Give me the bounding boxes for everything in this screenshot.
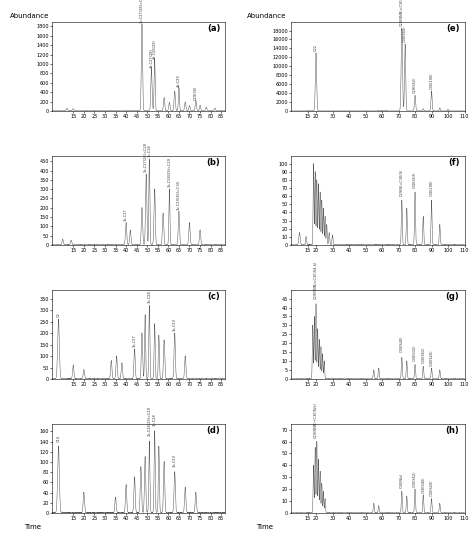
Text: 4a-C29: 4a-C29 <box>177 75 181 87</box>
Text: Abundance: Abundance <box>246 14 286 19</box>
Text: 3b-C29: 3b-C29 <box>173 318 177 331</box>
Text: 3b-C29: 3b-C29 <box>173 454 177 467</box>
Text: C14: C14 <box>56 435 61 442</box>
Text: 3b-C28: 3b-C28 <box>147 291 151 303</box>
Text: C29(S52): C29(S52) <box>413 77 417 93</box>
Text: C30(290): C30(290) <box>429 72 434 89</box>
Text: C30(S53): C30(S53) <box>413 172 417 188</box>
Text: C30(S40): C30(S40) <box>400 336 404 352</box>
Text: (e): (e) <box>446 24 459 33</box>
Text: C30(S20): C30(S20) <box>429 350 434 367</box>
Text: C30(S32): C30(S32) <box>413 345 417 361</box>
Text: C30(S52): C30(S52) <box>421 346 425 363</box>
Text: (g): (g) <box>446 292 459 301</box>
Text: C30(S20): C30(S20) <box>429 480 434 496</box>
Text: (a): (a) <box>207 24 220 33</box>
Text: 3b-C27(28)=C28(29): 3b-C27(28)=C28(29) <box>140 0 144 23</box>
Text: Abundance: Abundance <box>9 14 49 19</box>
Text: C2: C2 <box>56 312 61 317</box>
Text: C29(NNN)=C30(SSS): C29(NNN)=C30(SSS) <box>400 0 404 26</box>
Text: C30(S52): C30(S52) <box>413 470 417 487</box>
Text: (f): (f) <box>448 158 459 167</box>
Text: (h): (h) <box>446 427 459 435</box>
Text: C30(N/s): C30(N/s) <box>400 472 404 488</box>
Text: (d): (d) <box>207 427 220 435</box>
Text: C29(NNN)+C30(N/s): C29(NNN)+C30(N/s) <box>314 402 318 438</box>
Text: 4a-C28(29): 4a-C28(29) <box>153 39 156 59</box>
Text: 3b-C28(29)=C29: 3b-C28(29)=C29 <box>147 407 151 436</box>
Text: (b): (b) <box>207 158 220 167</box>
Text: C29(NNN)=C30(S4-h): C29(NNN)=C30(S4-h) <box>314 260 318 299</box>
Text: 3b-C27: 3b-C27 <box>124 208 128 221</box>
Text: C29(30): C29(30) <box>194 86 198 100</box>
Text: C30(290): C30(290) <box>429 180 434 196</box>
Text: C30(SSS): C30(SSS) <box>403 25 407 42</box>
Text: 3b-C27: 3b-C27 <box>133 334 137 347</box>
Text: 3b-C27(28)=C28: 3b-C27(28)=C28 <box>144 143 148 172</box>
Text: C29(N)=C30(S): C29(N)=C30(S) <box>400 169 404 196</box>
Text: 3b-C28: 3b-C28 <box>153 414 156 426</box>
Text: Time: Time <box>24 524 41 530</box>
Text: C30(S40): C30(S40) <box>421 476 425 492</box>
Text: 3b-C28: 3b-C28 <box>147 145 151 158</box>
Text: 4a-C27(28): 4a-C27(28) <box>149 48 154 68</box>
Text: 3b-C28(29)=C29: 3b-C28(29)=C29 <box>167 157 172 187</box>
Text: C22: C22 <box>314 44 318 51</box>
Text: (c): (c) <box>208 292 220 301</box>
Text: Time: Time <box>256 524 273 530</box>
Text: 3b-C29(30)=C30: 3b-C29(30)=C30 <box>177 180 181 210</box>
